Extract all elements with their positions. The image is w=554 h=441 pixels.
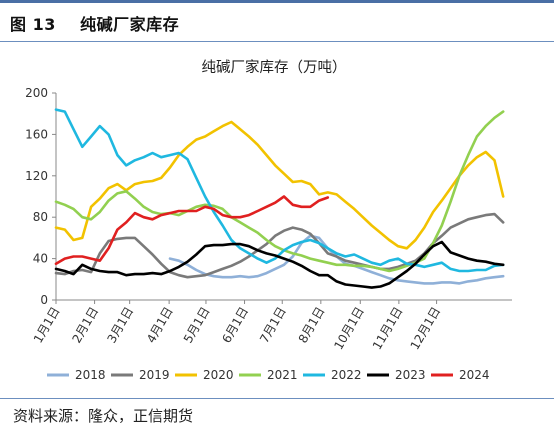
series-line-2018 (168, 234, 505, 285)
y-tick-label: 40 (33, 252, 48, 266)
series-line-2022 (54, 108, 505, 273)
y-tick-label: 200 (25, 86, 48, 100)
legend-label-2020: 2020 (203, 368, 234, 382)
figure-title: 图 13 纯碱厂家库存 (10, 11, 179, 35)
x-tick-label: 10月1日 (331, 305, 367, 353)
title-rule (0, 41, 554, 42)
chart-title: 纯碱厂家库存（万吨） (202, 59, 347, 76)
x-tick-label: 7月1日 (257, 305, 289, 346)
chart: 纯碱厂家库存（万吨） 0 40 80 120 160 200 1月1日 2月1日 3月1日 4月1… (25, 59, 512, 382)
bottom-rule (0, 398, 554, 399)
legend-label-2019: 2019 (139, 368, 170, 382)
legend-label-2021: 2021 (267, 368, 298, 382)
series-line-2020 (54, 120, 505, 250)
x-tick-label: 5月1日 (181, 305, 213, 346)
x-tick-label: 3月1日 (104, 305, 136, 346)
chart-series (54, 108, 505, 289)
x-tick-label: 11月1日 (370, 305, 406, 353)
chart-axes: 0 40 80 120 160 200 1月1日 2月1日 3月1日 4月1日 5月1日 6月1日 7月… (25, 86, 512, 352)
legend-label-2018: 2018 (75, 368, 106, 382)
y-tick-label: 160 (25, 127, 48, 141)
source-note: 资料来源：隆众，正信期货 (13, 407, 194, 425)
series-line-2023 (54, 240, 505, 289)
x-tick-label: 1月1日 (31, 305, 63, 346)
figure-label: 图 13 (10, 15, 56, 34)
x-tick-label: 2月1日 (69, 305, 101, 346)
figure-name: 纯碱厂家库存 (80, 15, 180, 34)
legend-label-2023: 2023 (395, 368, 426, 382)
y-tick-label: 80 (33, 210, 48, 224)
y-tick-label: 120 (25, 169, 48, 183)
legend-label-2024: 2024 (459, 368, 490, 382)
y-tick-label: 0 (40, 293, 48, 307)
series-line-2021 (54, 110, 505, 273)
series-line-2024 (54, 195, 330, 266)
x-tick-label: 12月1日 (408, 305, 444, 353)
chart-legend: 2018 2019 2020 2021 2022 2023 2024 (47, 368, 490, 382)
x-tick-label: 6月1日 (219, 305, 251, 346)
x-tick-label: 8月1日 (296, 305, 328, 346)
x-tick-label: 4月1日 (144, 305, 176, 346)
legend-label-2022: 2022 (331, 368, 362, 382)
top-rule (0, 0, 554, 3)
